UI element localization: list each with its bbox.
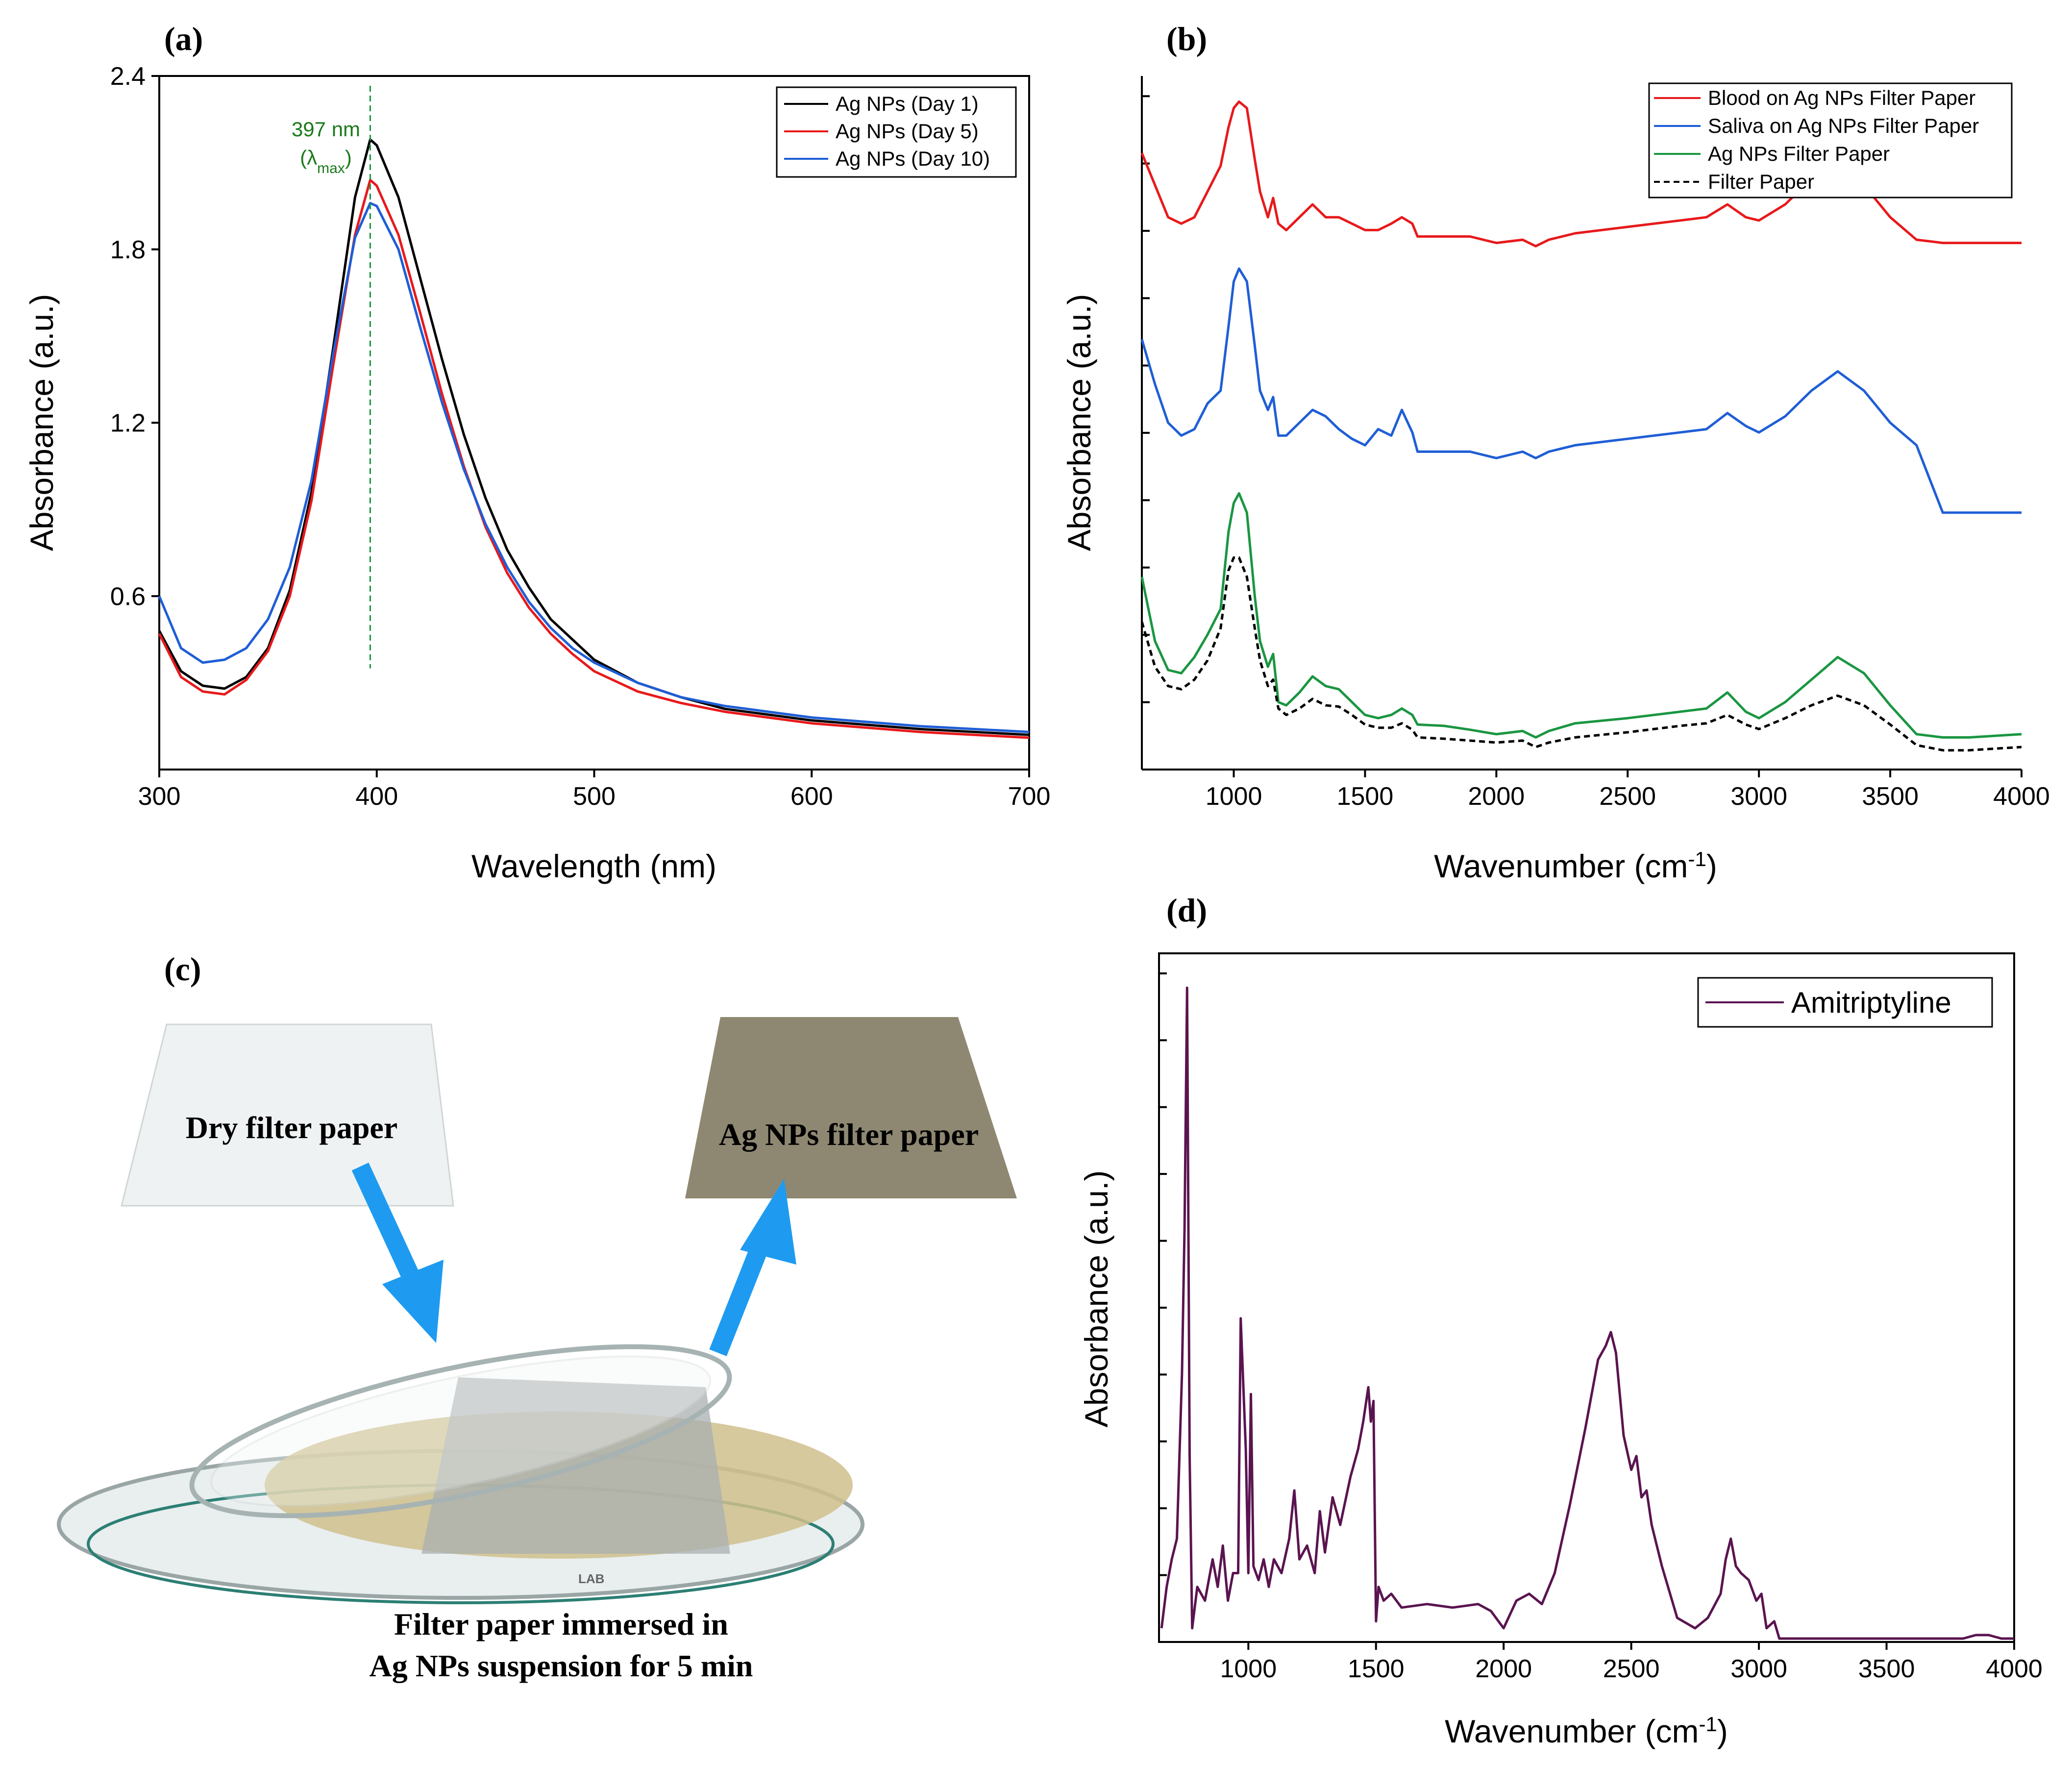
petri-dish-lid-inner bbox=[210, 1355, 712, 1507]
legend-box-b bbox=[1648, 82, 2013, 199]
panel-label-d: (d) bbox=[1166, 892, 1207, 929]
x-tick-label: 4000 bbox=[1986, 1655, 2043, 1683]
caption-line-1: Filter paper immersed in bbox=[394, 1607, 728, 1641]
petri-dish-lid bbox=[189, 1344, 732, 1518]
legend-label: Saliva on Ag NPs Filter Paper bbox=[1708, 114, 1979, 137]
lambda-max-label: (λmax) bbox=[300, 146, 352, 176]
x-tick-label: 400 bbox=[355, 782, 398, 811]
x-tick-label: 3000 bbox=[1730, 782, 1787, 811]
x-tick-label: 1500 bbox=[1337, 782, 1394, 811]
caption-line-2: Ag NPs suspension for 5 min bbox=[370, 1648, 753, 1683]
series-group-d bbox=[1160, 986, 2014, 1640]
panel-d: (d) 1000 1500 2000 2500 3000 3500 4000 Wavenum… bbox=[1078, 892, 2043, 1749]
legend-label: Filter Paper bbox=[1708, 170, 1814, 193]
legend-label: Blood on Ag NPs Filter Paper bbox=[1708, 86, 1975, 109]
dry-filter-paper bbox=[121, 1023, 454, 1207]
panel-label-c: (c) bbox=[164, 950, 201, 988]
lab-logo-text: LAB bbox=[578, 1571, 604, 1586]
plot-frame-d bbox=[1158, 952, 2015, 1643]
series-line-ag-nps-day-5 bbox=[158, 178, 1030, 739]
x-tick-label: 500 bbox=[573, 782, 616, 811]
x-tick-label: 2500 bbox=[1603, 1655, 1660, 1683]
panel-c: (c) Dry filter paper Ag NPs filter paper… bbox=[57, 950, 1017, 1683]
series-line-saliva-on-ag-nps-filter-paper bbox=[1140, 267, 2022, 514]
x-tick-label: 700 bbox=[1008, 782, 1051, 811]
legend-b: Blood on Ag NPs Filter Paper Saliva on A… bbox=[1648, 82, 2013, 199]
series-line-filter-paper bbox=[1140, 556, 2022, 752]
legend-label: Ag NPs (Day 5) bbox=[836, 120, 979, 143]
x-tick-label: 600 bbox=[790, 782, 833, 811]
series-group-a bbox=[158, 138, 1030, 739]
y-axis-label-b: Absorbance (a.u.) bbox=[1061, 294, 1097, 551]
lambda-max-value: 397 nm bbox=[292, 118, 360, 141]
ag-nps-filter-paper bbox=[685, 1017, 1017, 1198]
y-axis-label-a: Absorbance (a.u.) bbox=[24, 294, 60, 551]
series-line-ag-nps-filter-paper bbox=[1140, 492, 2022, 739]
legend-label: Amitriptyline bbox=[1791, 986, 1951, 1019]
x-tick-label: 3500 bbox=[1858, 1655, 1915, 1683]
x-axis-label-a: Wavelength (nm) bbox=[471, 848, 716, 884]
series-line-ag-nps-day-10 bbox=[158, 201, 1030, 733]
dry-filter-paper-label: Dry filter paper bbox=[186, 1110, 397, 1145]
x-tick-label: 300 bbox=[138, 782, 181, 811]
x-tick-label: 3000 bbox=[1730, 1655, 1787, 1683]
panel-b: (b) 1000 1500 2000 2500 3000 3500 4000 Wavenum… bbox=[1061, 20, 2050, 884]
x-axis-label-b: Wavenumber (cm-1) bbox=[1434, 847, 1717, 885]
axis-ticks-b: 1000 1500 2000 2500 3000 3500 4000 bbox=[1142, 95, 2050, 811]
x-tick-label: 2000 bbox=[1475, 1655, 1532, 1683]
legend-a: Ag NPs (Day 1) Ag NPs (Day 5) Ag NPs (Da… bbox=[776, 86, 1017, 178]
arrow-down-icon bbox=[351, 1163, 444, 1343]
y-tick-label: 1.2 bbox=[110, 409, 146, 438]
axis-ticks-d: 1000 1500 2000 2500 3000 3500 4000 bbox=[1159, 972, 2043, 1683]
ag-nps-filter-paper-label: Ag NPs filter paper bbox=[719, 1117, 979, 1152]
series-line-blood-on-ag-nps-filter-paper bbox=[1140, 100, 2022, 248]
legend-label: Ag NPs (Day 10) bbox=[836, 147, 990, 170]
y-tick-label: 0.6 bbox=[110, 582, 146, 611]
x-tick-label: 2500 bbox=[1599, 782, 1656, 811]
arrow-up-icon bbox=[709, 1179, 796, 1356]
y-tick-label: 2.4 bbox=[110, 62, 146, 91]
x-tick-label: 1500 bbox=[1348, 1655, 1405, 1683]
x-tick-label: 1000 bbox=[1220, 1655, 1277, 1683]
axis-ticks-a: 300 400 500 600 700 0.6 1.2 1.8 2.4 bbox=[110, 62, 1051, 811]
legend-d: Amitriptyline bbox=[1697, 977, 1993, 1028]
x-tick-label: 4000 bbox=[1993, 782, 2050, 811]
series-group-b bbox=[1140, 100, 2022, 752]
y-axis-label-d: Absorbance (a.u.) bbox=[1078, 1170, 1114, 1428]
series-line-amitriptyline bbox=[1160, 986, 2014, 1640]
x-tick-label: 1000 bbox=[1206, 782, 1262, 811]
x-tick-label: 3500 bbox=[1862, 782, 1919, 811]
x-tick-label: 2000 bbox=[1468, 782, 1525, 811]
y-tick-label: 1.8 bbox=[110, 236, 146, 264]
panel-label-b: (b) bbox=[1166, 20, 1207, 57]
legend-label: Ag NPs (Day 1) bbox=[836, 92, 979, 115]
panel-a: (a) 300 400 500 600 700 0.6 1.2 1.8 2.4 397 nm (… bbox=[24, 20, 1050, 884]
panel-label-a: (a) bbox=[164, 20, 203, 57]
x-axis-label-d: Wavenumber (cm-1) bbox=[1445, 1713, 1728, 1750]
legend-label: Ag NPs Filter Paper bbox=[1708, 142, 1890, 165]
